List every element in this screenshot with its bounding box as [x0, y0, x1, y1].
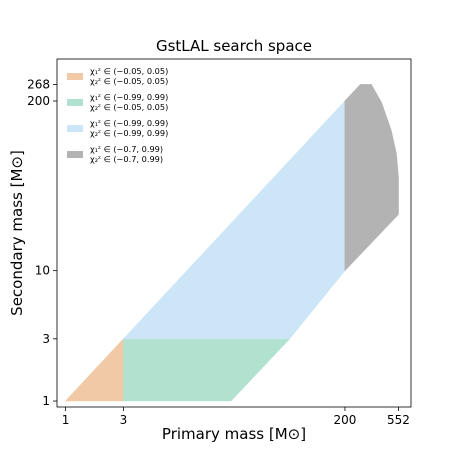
y-tick-label: 3	[42, 332, 50, 346]
y-axis-label: Secondary mass [M⊙]	[8, 150, 26, 316]
x-tick-label: 552	[387, 413, 410, 427]
x-tick-label: 3	[120, 413, 128, 427]
legend-swatch	[67, 151, 83, 158]
y-tick-label: 200	[27, 94, 50, 108]
legend-label: χ₁ᶻ ∈ (−0.7, 0.99)	[90, 144, 163, 154]
legend-label: χ₂ᶻ ∈ (−0.99, 0.99)	[90, 128, 168, 138]
x-tick-label: 200	[333, 413, 356, 427]
y-axis-ticks: 1 3 10 200 268	[27, 77, 57, 408]
legend-label: χ₁ᶻ ∈ (−0.05, 0.05)	[90, 66, 168, 76]
y-tick-label: 1	[42, 394, 50, 408]
y-tick-label: 10	[35, 264, 50, 278]
legend-swatch	[67, 125, 83, 132]
y-tick-label: 268	[27, 77, 50, 91]
legend-label: χ₁ᶻ ∈ (−0.99, 0.99)	[90, 118, 168, 128]
x-axis-label: Primary mass [M⊙]	[162, 425, 306, 443]
x-tick-label: 1	[62, 413, 70, 427]
region-4	[344, 84, 399, 272]
chart-title: GstLAL search space	[156, 37, 312, 55]
plot-areas	[64, 84, 399, 402]
x-axis-ticks: 1 3 200 552	[62, 407, 410, 427]
plot-frame	[56, 58, 412, 408]
legend-label: χ₂ᶻ ∈ (−0.05, 0.05)	[90, 102, 168, 112]
legend-label: χ₂ᶻ ∈ (−0.7, 0.99)	[90, 154, 163, 164]
legend: χ₁ᶻ ∈ (−0.05, 0.05)χ₂ᶻ ∈ (−0.05, 0.05)χ₁…	[67, 66, 168, 164]
legend-swatch	[67, 99, 83, 106]
legend-label: χ₁ᶻ ∈ (−0.99, 0.99)	[90, 92, 168, 102]
legend-label: χ₂ᶻ ∈ (−0.05, 0.05)	[90, 76, 168, 86]
legend-swatch	[67, 73, 83, 80]
